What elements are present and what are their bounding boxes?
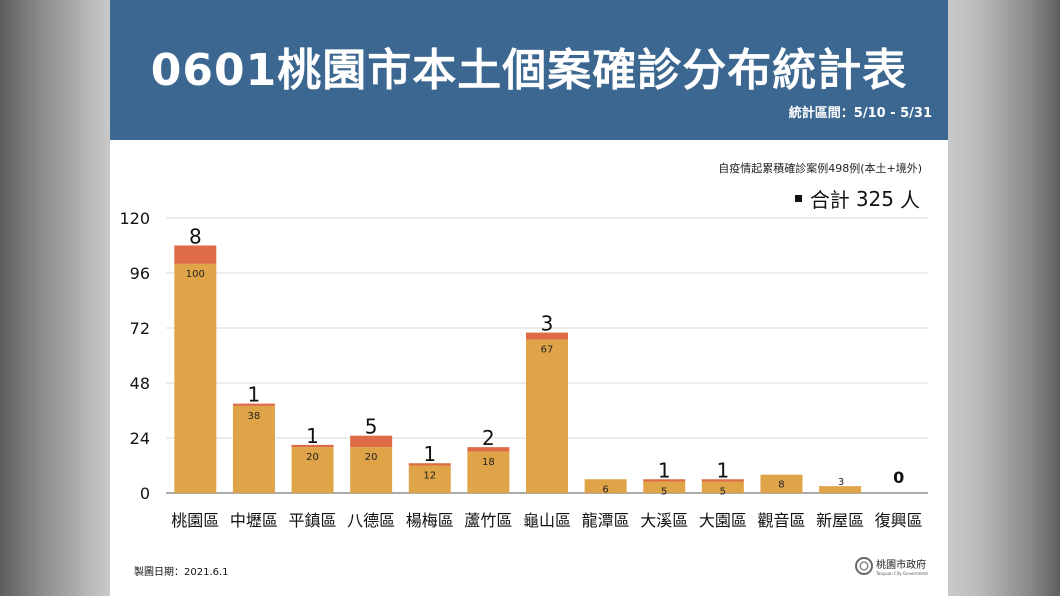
bar-base: [350, 447, 393, 493]
slide: 0601桃園市本土個案確診分布統計表 統計區間：5/10 - 5/31 自疫情起…: [110, 0, 948, 596]
bar-base-value-label: 20: [306, 452, 319, 463]
bar-base-value-label: 12: [423, 471, 436, 482]
bar-base-value-label: 38: [248, 411, 261, 422]
x-tick-label: 龜山區: [523, 511, 571, 530]
cumulative-cases-note: 自疫情起累積確診案例498例(本土+境外): [718, 162, 922, 175]
bar-top-value-label: 1: [716, 458, 729, 482]
bar-top: [232, 403, 275, 406]
legend-marker: [794, 195, 802, 202]
bar-base: [467, 451, 510, 493]
bar-base: [408, 465, 451, 493]
bar-base-value-label: 67: [541, 344, 554, 355]
x-tick-label: 桃園區: [171, 511, 219, 530]
bar-top-value-label: 1: [658, 458, 671, 482]
bar-base: [526, 339, 568, 493]
x-tick-label: 蘆竹區: [464, 511, 512, 530]
page-title: 0601桃園市本土個案確診分布統計表: [150, 45, 908, 96]
bar-top: [350, 435, 393, 448]
x-tick-label: 楊梅區: [406, 511, 454, 530]
x-tick-label: 八德區: [347, 511, 395, 530]
x-tick-label: 觀音區: [757, 511, 805, 530]
total-unit: 人: [900, 188, 920, 212]
stacked-bar-chart: 0244872961201008桃園區381中壢區201平鎮區205八德區121…: [119, 209, 928, 530]
x-tick-label: 中壢區: [230, 511, 278, 530]
bar-base: [232, 405, 275, 493]
bar-base: [291, 447, 334, 493]
bar-base: [643, 481, 686, 493]
bar-top: [643, 479, 686, 482]
total-value: 325: [855, 186, 894, 211]
bar-top-value-label: 8: [189, 225, 202, 249]
x-tick-label: 平鎮區: [289, 511, 337, 530]
bar-base-value-label: 6: [602, 484, 608, 495]
bar-top: [467, 447, 510, 452]
bar-top: [291, 444, 334, 448]
logo-english-name: Taoyuan City Government: [876, 571, 928, 576]
bar-base-value-label: 20: [365, 452, 378, 463]
statistics-period: 統計區間：5/10 - 5/31: [788, 106, 932, 121]
bar-top-value-label: 0: [893, 468, 904, 487]
y-tick-label: 48: [130, 374, 150, 393]
bar-top-value-label: 3: [541, 312, 554, 336]
x-tick-label: 復興區: [875, 511, 923, 530]
bar-base-value-label: 8: [778, 480, 784, 491]
y-tick-label: 24: [130, 429, 150, 448]
logo-name: 桃園市政府: [876, 560, 927, 571]
bar-base-value-label: 5: [720, 487, 726, 498]
y-tick-label: 120: [119, 209, 150, 228]
x-tick-label: 大園區: [699, 511, 747, 530]
bar-top-value-label: 2: [482, 426, 495, 450]
bar-base-value-label: 3: [838, 477, 844, 488]
total-label: 合計: [809, 188, 850, 212]
bar-base-value-label: 5: [661, 487, 667, 498]
bar-top: [701, 479, 744, 482]
chart-date: 製圖日期：2021.6.1: [134, 567, 229, 578]
bar-base: [584, 479, 627, 493]
bar-base: [701, 481, 744, 493]
title-banner: 0601桃園市本土個案確診分布統計表 統計區間：5/10 - 5/31: [110, 0, 948, 140]
bar-base-value-label: 18: [482, 457, 495, 468]
bar-top-value-label: 1: [423, 442, 436, 466]
bar-base: [174, 263, 217, 493]
bar-top-value-label: 1: [248, 383, 261, 407]
x-tick-label: 新屋區: [816, 511, 864, 530]
x-tick-label: 龍潭區: [582, 511, 630, 530]
y-tick-label: 0: [140, 484, 150, 503]
bar-base: [760, 474, 803, 493]
y-tick-label: 96: [130, 264, 150, 283]
bar-top: [408, 463, 451, 466]
bar-top-value-label: 1: [306, 424, 319, 448]
bar-top: [174, 245, 217, 264]
city-seal-icon: [855, 557, 874, 575]
bar-base: [819, 486, 862, 493]
bar-top-value-label: 5: [365, 415, 378, 439]
x-tick-label: 大溪區: [640, 511, 688, 530]
bar-top: [526, 332, 568, 340]
total-legend: 合計 325 人: [794, 184, 926, 213]
bar-base-value-label: 100: [186, 269, 205, 280]
y-tick-label: 72: [130, 319, 150, 338]
city-government-logo: 桃園市政府 Taoyuan City Government: [855, 556, 928, 576]
